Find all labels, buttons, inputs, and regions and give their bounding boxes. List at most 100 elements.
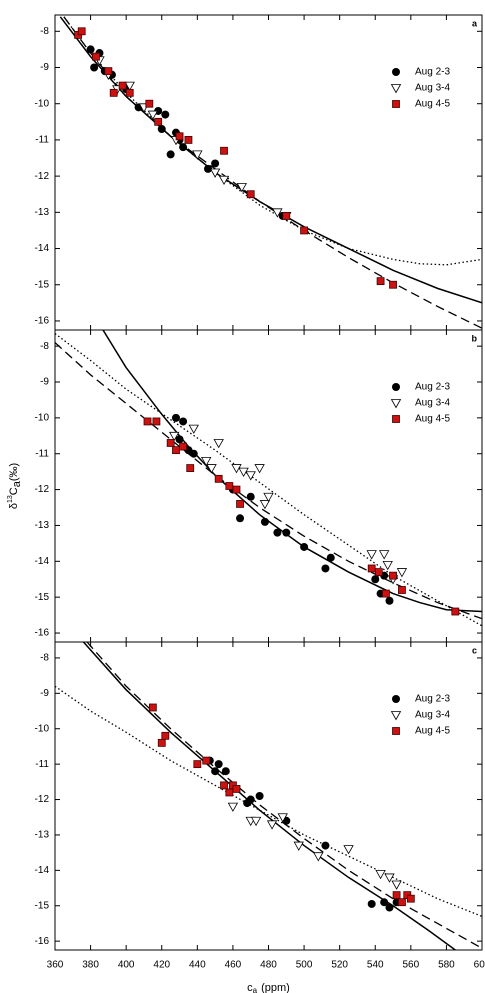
point: [109, 88, 118, 97]
y-axis-label-part: δ: [8, 503, 20, 509]
point: [396, 568, 408, 578]
y-tick-label: -8: [40, 26, 49, 37]
point: [104, 67, 113, 76]
point: [371, 575, 380, 584]
point: [254, 464, 265, 474]
point: [92, 52, 100, 61]
point: [293, 841, 304, 851]
point: [161, 110, 170, 119]
point: [77, 27, 86, 36]
x-tick-label: 380: [82, 960, 99, 971]
y-tick-label: -13: [35, 520, 50, 531]
x-tick-label: 600: [474, 960, 485, 971]
point: [367, 564, 376, 573]
y-tick-label: -13: [35, 830, 50, 841]
point: [157, 738, 166, 747]
point: [171, 413, 180, 422]
panel-label: a: [472, 18, 478, 28]
y-tick-label: -9: [40, 377, 49, 388]
point: [398, 898, 406, 907]
x-axis-label-part: (ppm): [261, 982, 290, 993]
fit-line: [82, 642, 456, 950]
x-axis-label-part: c: [247, 982, 253, 993]
point: [385, 596, 394, 605]
point: [186, 464, 195, 472]
point: [384, 873, 395, 883]
point: [169, 431, 180, 442]
legend-label: Aug 3-4: [415, 83, 450, 94]
point: [343, 845, 354, 855]
y-tick-label: -12: [35, 171, 50, 182]
point: [321, 841, 330, 850]
point: [246, 492, 255, 501]
x-tick-label: 520: [331, 960, 348, 971]
point: [245, 471, 256, 481]
y-tick-label: -15: [35, 592, 50, 603]
point: [209, 168, 221, 178]
point: [389, 280, 397, 289]
point: [392, 383, 400, 391]
point: [184, 136, 193, 144]
point: [225, 788, 234, 797]
point: [145, 99, 154, 108]
point: [392, 695, 400, 703]
point: [272, 208, 283, 218]
x-tick-label: 540: [367, 960, 384, 971]
plot-area: [59, 16, 482, 329]
point: [392, 68, 400, 76]
y-axis-label-part: 13: [7, 495, 14, 503]
point: [211, 767, 220, 776]
x-tick-label: 360: [47, 960, 64, 971]
legend-label: Aug 2-3: [415, 67, 450, 78]
plot-area: [55, 330, 482, 627]
point: [166, 150, 175, 159]
y-tick-label: -13: [35, 207, 50, 218]
fit-line: [55, 685, 482, 917]
point: [86, 45, 95, 54]
y-tick-label: -12: [35, 794, 50, 805]
x-tick-label: 480: [260, 960, 277, 971]
point: [213, 439, 224, 449]
point: [263, 492, 274, 503]
point: [374, 568, 383, 576]
frame: [54, 329, 483, 643]
point: [390, 711, 402, 721]
point: [175, 435, 184, 444]
point: [378, 550, 390, 560]
point: [161, 731, 170, 740]
point: [118, 81, 127, 90]
x-tick-label: 500: [296, 960, 313, 971]
point: [398, 586, 406, 594]
point: [380, 898, 389, 907]
point: [206, 464, 217, 474]
y-tick-label: -16: [35, 628, 50, 639]
legend-label: Aug 4-5: [415, 726, 450, 737]
point: [147, 110, 159, 120]
legend-label: Aug 4-5: [415, 99, 450, 110]
point: [179, 143, 188, 152]
point: [273, 528, 282, 537]
y-tick-label: -9: [40, 688, 49, 699]
legend-label: Aug 3-4: [415, 398, 450, 409]
point: [238, 467, 249, 477]
y-tick-label: -15: [35, 900, 50, 911]
fit-line: [86, 642, 482, 949]
point: [202, 756, 211, 765]
point: [375, 869, 386, 880]
x-axis-label: ca (ppm): [247, 982, 290, 993]
point: [152, 417, 161, 426]
fit-line: [59, 16, 482, 304]
fit-line: [55, 342, 482, 620]
point: [175, 132, 184, 141]
y-axis-label: δ13Ca(‰): [7, 463, 23, 509]
point: [367, 899, 376, 908]
point: [236, 514, 245, 523]
point: [243, 799, 252, 808]
y-axis-label-part: C: [8, 487, 20, 495]
fit-line: [55, 333, 482, 627]
point: [188, 424, 199, 434]
y-axis-label-part: a: [11, 480, 23, 487]
x-axis-label-part: a: [253, 986, 258, 993]
y-tick-label: -16: [35, 936, 50, 947]
